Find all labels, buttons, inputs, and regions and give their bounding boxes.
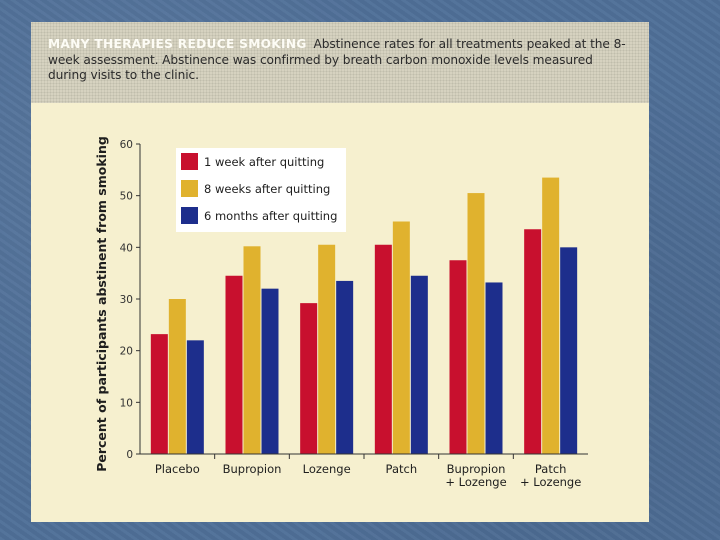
legend-label: 8 weeks after quitting xyxy=(204,182,330,196)
figure-caption: Many therapies reduce smoking Abstinence… xyxy=(31,22,649,103)
y-tick-label: 40 xyxy=(120,242,133,254)
y-axis-label: Percent of participants abstinent from s… xyxy=(94,136,109,472)
bar xyxy=(225,275,243,454)
bar-chart: 0 10 20 30 40 50 60 Placebo Bupropion Lozenge Patc… xyxy=(94,136,588,489)
legend-swatch xyxy=(181,180,198,197)
bar xyxy=(261,288,279,454)
bar xyxy=(243,246,261,454)
bar xyxy=(318,244,336,454)
y-tick-label: 10 xyxy=(120,397,133,409)
bar xyxy=(150,334,168,454)
legend-swatch xyxy=(181,153,198,170)
legend-swatch xyxy=(181,207,198,224)
y-tick-label: 0 xyxy=(126,449,133,461)
y-tick-label: 30 xyxy=(120,294,133,306)
y-tick-label: 60 xyxy=(120,139,133,151)
slide: Many therapies reduce smoking Abstinence… xyxy=(31,22,649,522)
bar xyxy=(449,260,467,454)
axes-group: 0 10 20 30 40 50 60 Placebo Bupropion Lozenge Patc… xyxy=(120,139,588,489)
legend-box xyxy=(176,148,346,232)
caption-heading: Many therapies reduce smoking xyxy=(48,37,307,51)
bar xyxy=(485,282,503,454)
bar xyxy=(392,221,410,454)
bar xyxy=(542,177,560,455)
y-tick-label: 50 xyxy=(120,191,133,203)
caption-text: Abstinence rates for all treatments peak… xyxy=(48,37,626,83)
legend: 1 week after quitting 8 weeks after quitt… xyxy=(176,148,346,232)
bar xyxy=(186,340,204,454)
bar xyxy=(374,244,392,454)
bar xyxy=(300,303,318,454)
legend-label: 1 week after quitting xyxy=(204,155,324,169)
x-category-label: Lozenge xyxy=(303,462,351,476)
bar xyxy=(560,247,578,454)
x-category-label: Placebo xyxy=(155,462,200,476)
bar xyxy=(524,229,542,454)
bar xyxy=(168,299,186,454)
y-tick-label: 20 xyxy=(120,346,133,358)
legend-label: 6 months after quitting xyxy=(204,209,337,223)
x-category-label: Bupropion xyxy=(223,462,282,476)
bar xyxy=(336,280,354,454)
x-category-label: Patch xyxy=(535,462,567,476)
x-category-label: Patch xyxy=(386,462,418,476)
bar xyxy=(410,275,428,454)
bars-group xyxy=(150,177,578,455)
x-category-label: + Lozenge xyxy=(520,475,581,489)
x-category-label: Bupropion xyxy=(447,462,506,476)
x-category-label: + Lozenge xyxy=(445,475,506,489)
bar xyxy=(467,193,485,455)
